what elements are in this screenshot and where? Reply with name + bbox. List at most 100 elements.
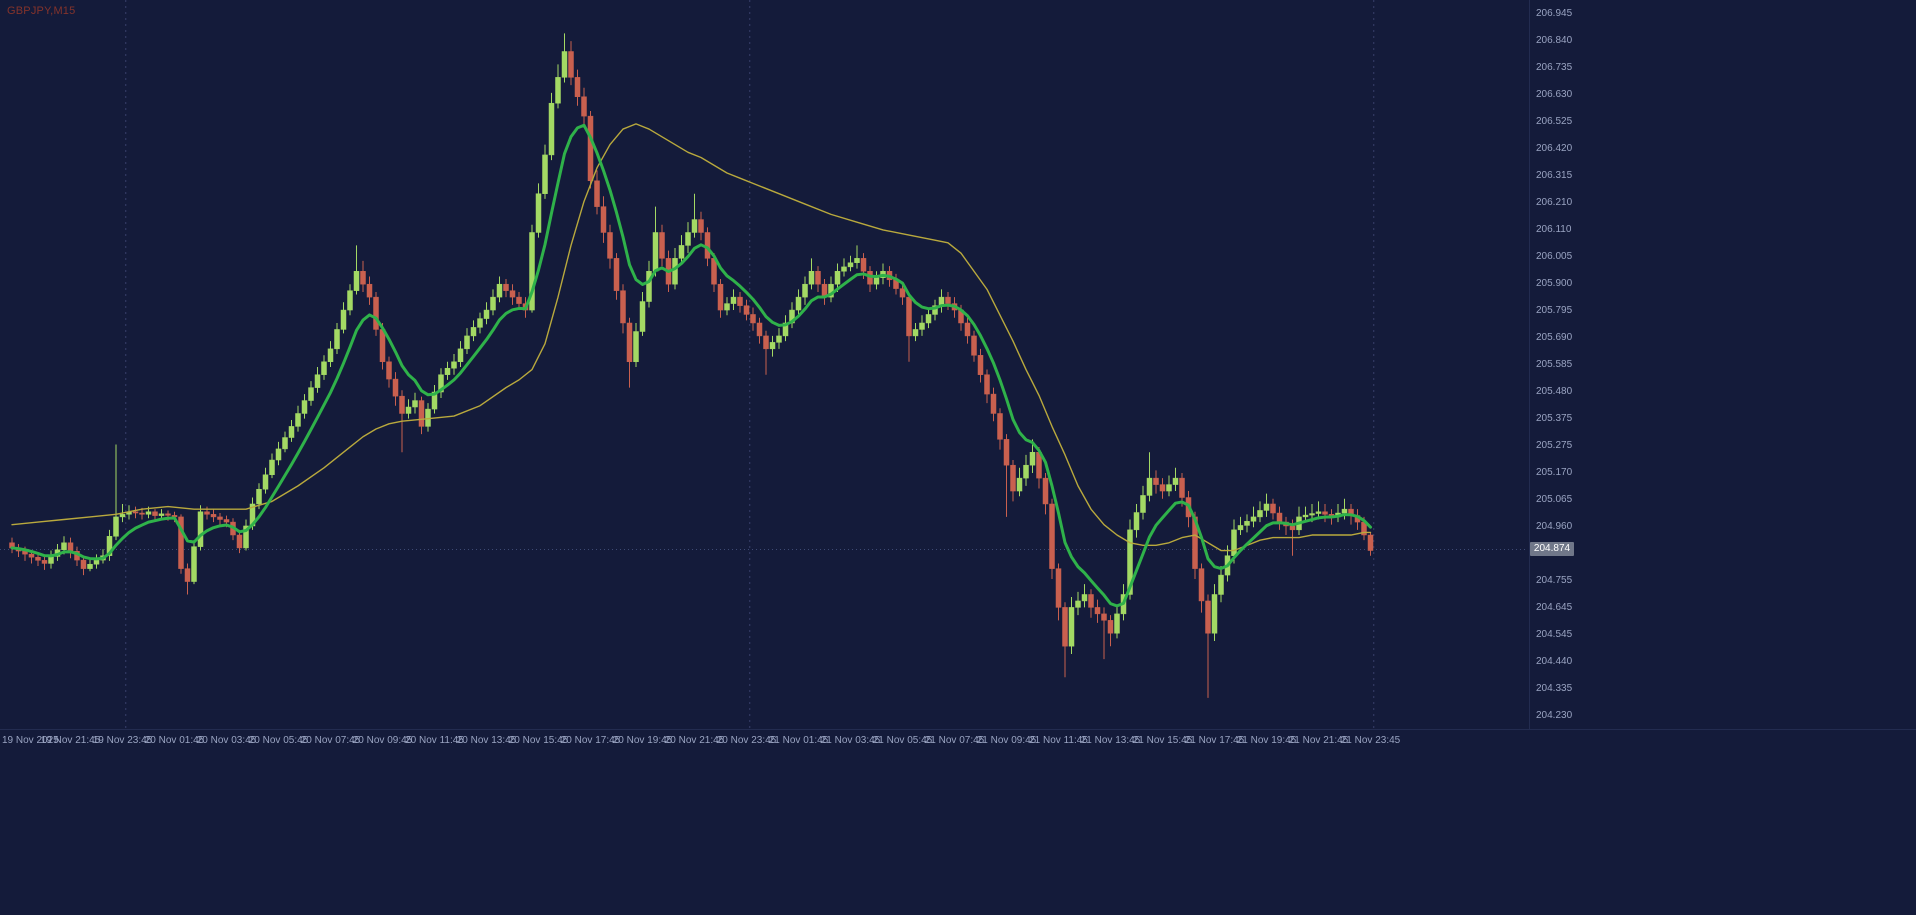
- bull-candle-body: [529, 232, 535, 311]
- fast-ma-line: [10, 123, 1372, 608]
- price-axis-label: 205.480: [1536, 386, 1573, 397]
- bear-candle-body: [626, 322, 633, 363]
- time-axis-divider: [0, 729, 1916, 730]
- time-axis-label: 20 Nov 13:45: [456, 735, 517, 746]
- bull-candle-body: [327, 348, 334, 363]
- time-axis-label: 19 Nov 21:45: [40, 735, 101, 746]
- time-axis-label: 20 Nov 17:45: [560, 735, 621, 746]
- bear-candle-body: [1101, 613, 1107, 621]
- bear-candle-body: [217, 516, 223, 520]
- bear-candle-body: [1367, 534, 1374, 551]
- bull-candle-body: [119, 514, 126, 518]
- bear-candle-body: [1062, 607, 1068, 647]
- symbol-timeframe-label: GBPJPY,M15: [7, 5, 76, 17]
- price-axis-label: 205.795: [1536, 305, 1573, 316]
- bear-candle-body: [860, 258, 867, 272]
- bear-candle-body: [659, 232, 665, 259]
- price-axis-label: 204.645: [1536, 602, 1573, 613]
- bull-candle-body: [873, 277, 880, 285]
- bear-candle-body: [737, 296, 743, 306]
- bull-candle-body: [301, 400, 308, 414]
- bull-candle-body: [197, 511, 204, 547]
- bear-candle-body: [984, 374, 990, 395]
- bull-candle-body: [262, 474, 269, 490]
- bull-candle-body: [61, 542, 67, 550]
- price-axis-label: 204.440: [1536, 656, 1573, 667]
- bull-candle-body: [191, 546, 197, 582]
- bear-candle-body: [945, 296, 951, 304]
- bull-candle-body: [1146, 477, 1153, 496]
- price-axis-divider: [1529, 0, 1530, 729]
- bear-candle-body: [67, 542, 74, 552]
- bear-candle-body: [1107, 620, 1114, 634]
- time-axis-label: 21 Nov 17:45: [1184, 735, 1245, 746]
- price-axis[interactable]: 206.945 206.840 206.735 206.630 206.525 206.4…: [1534, 0, 1914, 740]
- time-axis-label: 20 Nov 11:45: [405, 735, 464, 746]
- bear-candle-body: [906, 296, 912, 337]
- bear-candle-body: [587, 115, 594, 182]
- bull-candle-body: [1237, 525, 1244, 531]
- bull-candle-body: [1114, 613, 1120, 634]
- bull-candle-body: [1211, 594, 1218, 634]
- bear-candle-body: [392, 378, 399, 397]
- bear-candle-body: [574, 77, 581, 97]
- bear-candle-body: [210, 514, 217, 518]
- bull-candle-body: [925, 314, 932, 324]
- bear-candle-body: [581, 96, 587, 117]
- bear-candle-body: [28, 553, 35, 558]
- bull-candle-body: [353, 271, 360, 291]
- time-axis-label: 21 Nov 03:45: [820, 735, 881, 746]
- bull-candle-body: [483, 309, 490, 319]
- bull-candle-body: [243, 525, 249, 549]
- bull-candle-body: [1257, 510, 1263, 518]
- bull-candle-body: [470, 327, 477, 337]
- bear-candle-body: [971, 335, 977, 356]
- bull-candle-body: [685, 232, 691, 246]
- bear-candle-body: [418, 400, 425, 427]
- bull-candle-body: [282, 437, 288, 450]
- bull-candle-body: [269, 459, 275, 476]
- bull-candle-body: [340, 309, 347, 330]
- bull-candle-body: [932, 305, 938, 315]
- bull-candle-body: [652, 232, 659, 272]
- price-axis-label: 206.315: [1536, 170, 1573, 181]
- bull-candle-body: [412, 400, 418, 408]
- bear-candle-body: [990, 393, 997, 414]
- time-axis-label: 21 Nov 09:45: [976, 735, 1037, 746]
- bull-candle-body: [555, 77, 561, 104]
- bull-candle-body: [912, 329, 919, 337]
- time-axis-label: 21 Nov 05:45: [872, 735, 933, 746]
- bull-candle-body: [1081, 594, 1088, 602]
- price-axis-label: 204.230: [1536, 710, 1573, 721]
- bull-candle-body: [841, 266, 847, 272]
- bear-candle-body: [977, 355, 984, 375]
- time-axis[interactable]: 19 Nov 2025 19 Nov 21:45 19 Nov 23:45 20 No…: [0, 732, 1916, 752]
- bull-candle-body: [1023, 464, 1029, 479]
- bear-candle-body: [35, 556, 41, 561]
- bull-candle-body: [321, 361, 327, 375]
- bull-candle-body: [295, 413, 301, 427]
- bear-candle-body: [1088, 594, 1094, 608]
- price-axis-label: 204.545: [1536, 629, 1573, 640]
- bull-candle-body: [1309, 513, 1315, 516]
- bull-candle-body: [314, 374, 321, 388]
- bear-candle-body: [178, 516, 184, 569]
- bull-candle-body: [275, 448, 282, 461]
- time-axis-label: 19 Nov 23:45: [92, 735, 153, 746]
- bull-candle-body: [87, 563, 93, 569]
- bull-candle-body: [425, 408, 431, 427]
- bear-candle-body: [399, 395, 405, 414]
- bull-candle-body: [106, 536, 113, 556]
- bear-candle-body: [236, 534, 243, 549]
- bear-candle-body: [1270, 503, 1276, 514]
- bull-candle-body: [1075, 600, 1081, 608]
- bull-candle-body: [1302, 514, 1309, 518]
- time-axis-label: 21 Nov 11:45: [1029, 735, 1088, 746]
- price-axis-label: 206.735: [1536, 62, 1573, 73]
- time-axis-label: 21 Nov 19:45: [1236, 735, 1297, 746]
- bull-candle-body: [1127, 529, 1133, 595]
- bull-candle-body: [535, 193, 542, 233]
- time-axis-label: 20 Nov 09:45: [352, 735, 413, 746]
- bear-candle-body: [568, 51, 574, 78]
